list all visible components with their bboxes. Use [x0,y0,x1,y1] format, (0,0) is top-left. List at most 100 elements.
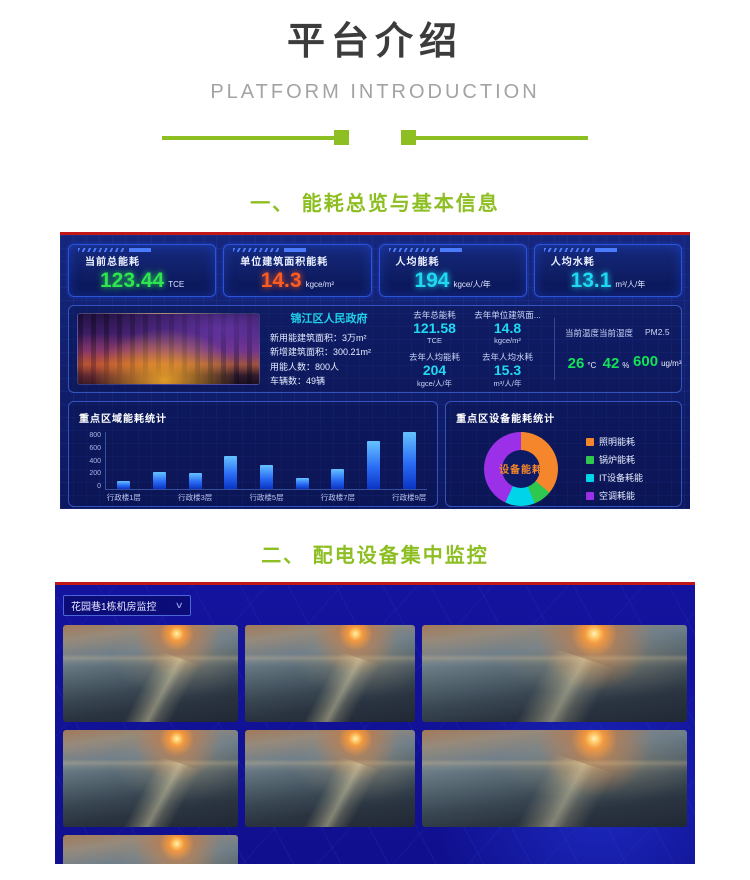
y-tick-label: 800 [89,432,101,439]
section-heading-energy-overview: 一、 能耗总览与基本信息 [250,193,500,215]
bar [153,472,166,489]
bar-slot [219,432,243,489]
camera-feed[interactable] [63,625,238,722]
legend-label: IT设备耗能 [599,473,644,483]
bar-chart: 800 600 400 200 0 行政楼1层 行政楼3层 行政楼5层 行政楼7层 行政楼9层 [79,432,428,502]
x-tick-label: 行政楼7层 [320,493,355,502]
camera-room-dropdown[interactable]: 花园巷1栋机房监控 ∨ [63,595,191,616]
divider [0,130,750,145]
building-detail-line: 新增建筑面积：300.21m² [270,347,372,357]
x-tick-label: 行政楼3层 [178,493,213,502]
bar-slot: 行政楼7层 [321,432,355,502]
tech-stripe-decoration [233,248,308,252]
building-name: 锦江区人民政府 [290,312,368,325]
environment-stat: 当前温度 26 °C [565,327,600,372]
legend-swatch [586,473,595,482]
camera-feed[interactable] [63,730,238,827]
camera-feed-row [63,730,687,827]
last-year-stat: 去年人均能耗 204 kgce/人/年 [408,352,460,388]
legend-item: 照明能耗 [586,435,643,448]
stat-value: 123.44 [100,269,165,292]
page-subtitle: PLATFORM INTRODUCTION [210,81,540,103]
bar-chart-title: 重点区域能耗统计 [79,414,167,425]
bar [117,481,131,489]
legend-swatch [586,437,595,446]
divider-line [416,135,588,140]
bar-slot [148,432,172,489]
camera-feed-grid [63,625,687,864]
bar [367,441,381,489]
legend-swatch [586,491,595,500]
stat-card: 单位建筑面积能耗 14.3 kgce/m² [223,244,372,297]
last-year-stats: 去年总能耗 121.58 TCE 去年单位建筑面... 14.8 kgce/m² 去年人均能… [398,309,544,389]
device-energy-pie-panel: 重点区设备能耗统计 设备能耗 照明能耗 锅炉能耗 IT设备耗能 空调耗能 [445,401,682,507]
tech-stripe-decoration [78,248,152,252]
building-night-photo [77,313,260,385]
environment-stat: 当前湿度 42% [599,327,634,372]
bar-plot: 行政楼1层 行政楼3层 行政楼5层 行政楼7层 行政楼9层 [105,432,428,502]
bar-slot: 行政楼5层 [249,432,284,502]
building-detail-line: 车辆数：49辆 [270,376,326,386]
legend-label: 照明能耗 [599,437,636,447]
last-year-stat: 去年单位建筑面... 14.8 kgce/m² [474,310,541,345]
stat-unit: m³/人/年 [615,280,646,289]
region-energy-bar-panel: 重点区域能耗统计 800 600 400 200 0 行政楼1层 行政楼3层 行政楼5层 行政… [68,401,439,507]
donut-center-label: 设备能耗 [499,465,544,476]
y-tick-label: 400 [89,457,101,465]
stat-unit: TCE [168,280,185,289]
camera-feed-row [63,625,687,722]
divider-line [162,135,334,140]
legend-label: 锅炉能耗 [599,455,636,465]
camera-feed[interactable] [422,730,687,827]
legend-item: IT设备耗能 [586,471,643,484]
camera-feed-row [63,835,687,864]
building-detail-line: 用能人数：800人 [270,361,340,372]
environment-stat: PM2.5 600 ug/m³ [633,326,682,370]
pie-chart-area: 设备能耗 照明能耗 锅炉能耗 IT设备耗能 空调耗能 [456,430,671,507]
pie-chart-title: 重点区设备能耗统计 [456,414,556,425]
energy-dashboard-screenshot: 当前总能耗 123.44 TCE 单位建筑面积能耗 14.3 kgce/m² 人均能耗 194… [60,232,690,509]
x-tick-label: 行政楼9层 [392,493,427,502]
section-heading-power-monitoring: 二、 配电设备集中监控 [261,545,489,567]
tech-stripe-decoration [388,248,463,252]
y-tick-label: 0 [97,483,101,490]
camera-feed[interactable] [422,625,687,722]
legend-swatch [586,455,595,464]
camera-feed[interactable] [63,835,238,864]
x-tick-label: 行政楼5层 [249,493,284,502]
building-info: 锦江区人民政府 新用能建筑面积：3万m² 新增建筑面积：300.21m² 用能人数：… [270,310,388,389]
bar [224,456,238,489]
stat-label: 单位建筑面积能耗 [240,257,329,268]
y-tick-label: 200 [89,470,101,478]
building-details: 新用能建筑面积：3万m² 新增建筑面积：300.21m² 用能人数：800人 车辆数：… [270,331,388,389]
stat-label: 人均水耗 [550,257,595,268]
donut-chart: 设备能耗 [484,431,559,506]
bar [402,432,416,489]
bar-slot: 行政楼1层 [107,432,141,502]
page-title: 平台介绍 [286,21,463,63]
divider-square [334,130,349,145]
bar [260,465,274,489]
bar [331,469,345,489]
camera-feed[interactable] [245,625,415,722]
pie-legend: 照明能耗 锅炉能耗 IT设备耗能 空调耗能 [586,430,643,507]
bar-slot [362,432,386,489]
bar [295,478,309,489]
stat-label: 当前总能耗 [85,257,140,268]
vertical-divider [554,318,555,380]
camera-feed[interactable] [245,730,415,827]
stat-card: 人均能耗 194 kgce/人/年 [378,244,527,297]
dropdown-selected-value: 花园巷1栋机房监控 [71,602,157,613]
stat-card: 当前总能耗 123.44 TCE [68,244,217,297]
building-detail-line: 新用能建筑面积：3万m² [270,332,367,343]
tech-stripe-decoration [543,248,618,252]
environment-stats: 当前温度 26 °C 当前湿度 42% PM2.5 600 ug/m³ [565,327,682,372]
bar-slot [290,432,314,489]
camera-monitoring-screenshot: 花园巷1栋机房监控 ∨ [55,582,695,864]
divider-square [401,130,416,145]
legend-item: 锅炉能耗 [586,453,643,466]
chevron-down-icon: ∨ [175,600,185,610]
y-tick-label: 600 [89,444,101,452]
stat-value: 14.3 [260,269,302,292]
